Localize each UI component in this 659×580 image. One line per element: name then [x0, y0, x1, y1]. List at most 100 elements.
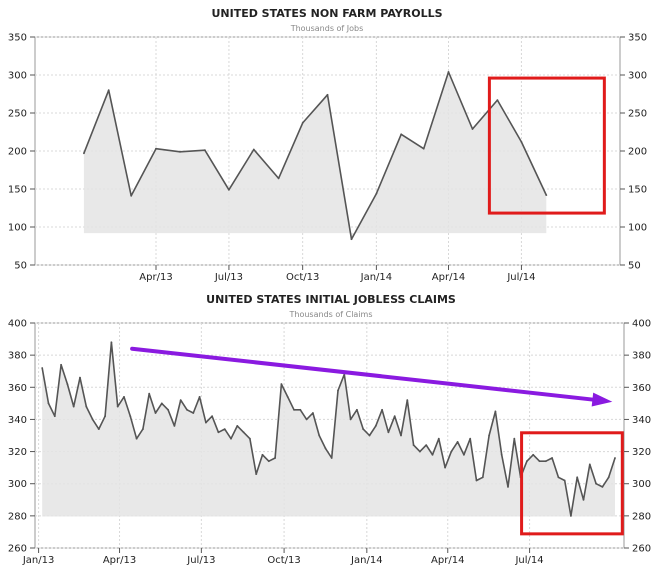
data-point [496, 99, 499, 101]
data-point [350, 238, 353, 241]
payrolls-title: UNITED STATES NON FARM PAYROLLS [211, 7, 442, 20]
trend-arrow-head [591, 392, 613, 407]
y-tick-label: 250 [8, 109, 27, 120]
x-tick-label: Apr/13 [139, 272, 172, 283]
data-point [97, 428, 100, 430]
y-tick-label-right: 300 [632, 479, 651, 490]
data-point [463, 453, 465, 456]
y-tick-label: 320 [8, 447, 27, 458]
data-point [110, 341, 113, 344]
data-point [551, 457, 553, 459]
y-tick-label: 260 [8, 544, 27, 555]
data-point [393, 415, 396, 418]
x-tick-label: Apr/14 [431, 555, 464, 566]
data-point [412, 444, 415, 446]
data-point [186, 408, 188, 411]
y-tick-label: 50 [14, 261, 27, 272]
data-point [349, 418, 352, 421]
data-point [135, 437, 138, 440]
y-tick-label: 200 [8, 147, 27, 158]
data-point [129, 415, 132, 418]
data-point [475, 479, 478, 482]
data-point [406, 399, 409, 401]
data-point [286, 396, 289, 398]
data-point [494, 410, 497, 413]
data-point [607, 476, 610, 479]
jobless-claims-chart: UNITED STATES INITIAL JOBLESS CLAIMS Tho… [8, 293, 651, 566]
data-point [437, 437, 440, 440]
data-point [419, 450, 421, 453]
data-point [375, 192, 378, 195]
payrolls-chart: UNITED STATES NON FARM PAYROLLS Thousand… [8, 7, 647, 283]
y-tick-label: 280 [8, 511, 27, 522]
data-point [91, 418, 94, 421]
data-point [326, 93, 329, 96]
y-tick-label: 150 [8, 185, 27, 196]
data-point [450, 450, 453, 453]
y-tick-label-right: 280 [632, 511, 651, 522]
data-point [456, 441, 459, 443]
data-point [142, 428, 144, 430]
x-tick-label: Jan/14 [360, 272, 393, 283]
x-tick-label: Oct/13 [267, 555, 300, 566]
data-point [595, 482, 597, 485]
x-tick-label: Apr/13 [103, 555, 136, 566]
x-tick-label: Jul/13 [214, 272, 243, 283]
data-point [123, 396, 125, 398]
data-point [601, 486, 604, 488]
data-point [299, 408, 302, 411]
data-point [381, 408, 383, 411]
series-line [83, 71, 548, 240]
series-area [42, 342, 615, 517]
data-point [280, 383, 283, 385]
data-point [79, 376, 81, 379]
x-tick-label: Apr/14 [432, 272, 465, 283]
data-point [545, 194, 548, 197]
data-point [252, 148, 255, 151]
y-tick-label: 100 [8, 223, 27, 234]
jobless-claims-title: UNITED STATES INITIAL JOBLESS CLAIMS [206, 293, 456, 306]
data-point [469, 437, 472, 440]
data-point [444, 466, 446, 469]
y-tick-label-right: 320 [632, 447, 651, 458]
y-tick-label: 350 [8, 33, 27, 44]
data-point [230, 437, 232, 440]
data-point [422, 147, 425, 150]
data-point [425, 444, 428, 446]
data-point [173, 425, 176, 427]
y-tick-label-right: 200 [628, 147, 647, 158]
data-point [471, 128, 474, 130]
data-point [614, 457, 616, 459]
data-point [318, 434, 321, 437]
y-tick-label: 300 [8, 479, 27, 490]
y-tick-label-right: 250 [628, 109, 647, 120]
data-point [582, 498, 585, 501]
data-point [167, 408, 170, 411]
x-tick-label: Jul/13 [186, 555, 215, 566]
data-point [481, 476, 484, 479]
data-point [274, 457, 276, 459]
data-point [148, 392, 151, 395]
data-point [107, 89, 110, 92]
highlight-box [520, 431, 624, 536]
data-point [242, 431, 245, 434]
y-tick-label-right: 340 [632, 415, 651, 426]
data-point [563, 479, 566, 482]
data-point [228, 188, 230, 191]
data-point [179, 150, 181, 153]
data-point [431, 453, 434, 456]
data-point [330, 457, 333, 459]
x-tick-label: Jul/14 [506, 272, 535, 283]
data-point [60, 363, 62, 366]
data-point [526, 460, 528, 463]
data-point [211, 415, 214, 418]
data-point [205, 421, 207, 424]
data-point [261, 453, 264, 456]
y-tick-label: 360 [8, 383, 27, 394]
data-point [387, 431, 390, 434]
y-tick-label-right: 100 [628, 223, 647, 234]
data-point [400, 133, 403, 136]
data-point [236, 425, 239, 427]
data-point [85, 405, 88, 408]
data-point [204, 149, 206, 152]
